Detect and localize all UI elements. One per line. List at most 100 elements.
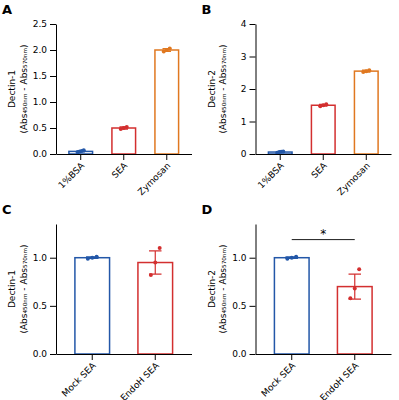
panel-title: A (2, 2, 12, 17)
bar (274, 258, 309, 354)
data-point (285, 257, 289, 261)
x-axis: 1%BSASEAZymosan (56, 154, 192, 197)
y-tick: 0.0 (33, 349, 56, 359)
y-tick-mark (50, 24, 56, 25)
x-tick-label: SEA (309, 160, 329, 180)
data-point (149, 273, 153, 277)
data-point (168, 46, 172, 50)
panel: 0.0 0.5 1.0 Mock SEA EndoH SEA Dectin-1(Abs₄₅… (2, 202, 192, 400)
y-axis-line (56, 25, 57, 155)
y-tick-label: 1.0 (33, 253, 48, 263)
data-point (158, 246, 162, 250)
y-tick: 1 (241, 117, 256, 127)
y-tick-label: 1.0 (33, 97, 48, 107)
y-tick-mark (50, 154, 56, 155)
x-tick-mark (166, 154, 167, 160)
y-tick-label: 1.5 (33, 71, 47, 81)
y-tick-mark (50, 102, 56, 103)
y-tick-mark (50, 128, 56, 129)
x-tick: Mock SEA (60, 354, 99, 399)
y-tick-mark (250, 89, 256, 90)
x-axis: Mock SEA EndoH SEA (256, 354, 392, 400)
y-tick-mark (50, 258, 56, 259)
panel-title: C (2, 202, 12, 217)
plot-area (69, 46, 179, 154)
data-point (281, 149, 285, 153)
y-axis-line (56, 225, 57, 355)
significance-label: * (320, 227, 326, 241)
data-point (324, 102, 328, 106)
y-tick-label: 3 (241, 52, 247, 62)
y-tick-label: 0.0 (33, 349, 48, 359)
y-tick-mark (250, 154, 256, 155)
x-tick: 1%BSA (56, 154, 87, 191)
error-cap-top (349, 273, 361, 274)
panel-title: D (202, 202, 213, 217)
y-tick: 0.0 (232, 349, 255, 359)
x-tick: EndoH SEA (318, 354, 361, 400)
y-tick-label: 1.0 (232, 253, 247, 263)
y-axis-label-line: (Abs₄₅₀ₙₘ - Abs₅₇₀ₙₘ) (218, 244, 228, 333)
x-tick-mark (354, 354, 355, 360)
x-axis-line (256, 354, 392, 355)
x-tick: SEA (309, 154, 329, 180)
y-tick-label: 2.5 (33, 19, 47, 29)
y-axis: 01234 (241, 19, 256, 159)
y-tick-label: 0 (241, 149, 247, 159)
data-point (294, 255, 298, 259)
y-tick: 1.0 (33, 253, 56, 263)
y-tick-mark (50, 76, 56, 77)
y-tick-label: 0.0 (232, 349, 247, 359)
panel: 012341%BSASEAZymosanDectin-2(Abs₄₅₀ₙₘ - … (202, 2, 392, 197)
plot-area (75, 246, 173, 354)
y-tick: 1.0 (232, 253, 255, 263)
x-tick: Mock SEA (259, 354, 298, 399)
y-tick: 1.0 (33, 97, 56, 107)
data-point (357, 267, 361, 271)
bar (138, 263, 173, 354)
data-point (95, 255, 99, 259)
x-tick: SEA (110, 154, 130, 180)
x-tick-mark (291, 354, 292, 360)
data-point (353, 287, 357, 291)
y-tick-mark (250, 258, 256, 259)
y-axis-label-line: Dectin-2 (207, 70, 217, 108)
y-tick: 2.5 (33, 19, 56, 29)
y-tick: 0 (241, 149, 256, 159)
y-axis-line (256, 25, 257, 155)
y-axis-label-line: (Abs₄₅₀ₙₘ - Abs₅₇₀ₙₘ) (19, 244, 29, 333)
y-tick-label: 2.0 (33, 45, 48, 55)
x-axis: 1%BSASEAZymosan (256, 154, 392, 197)
x-tick-mark (155, 354, 156, 360)
x-tick-mark (92, 354, 93, 360)
y-tick-label: 2 (241, 84, 247, 94)
x-tick-label: SEA (110, 160, 130, 180)
x-tick-label: EndoH SEA (119, 360, 162, 400)
bar (155, 50, 179, 154)
y-axis: 0.0 0.5 1.0 (33, 225, 57, 360)
x-tick-label: EndoH SEA (318, 360, 361, 400)
x-tick-label: Mock SEA (259, 360, 298, 399)
y-tick-mark (250, 354, 256, 355)
y-axis-label-line: Dectin-1 (7, 270, 17, 308)
figure: 0.0 0.5 1.0 1.5 2.0 2.5 1%BSASEAZymosan Dectin-… (0, 0, 399, 400)
y-tick-label: 0.5 (232, 301, 246, 311)
y-tick-label: 0.5 (33, 123, 47, 133)
data-point (290, 256, 294, 260)
y-tick-label: 1 (241, 117, 247, 127)
bar (112, 128, 136, 154)
y-tick: 2 (241, 84, 256, 94)
y-tick: 0.5 (33, 301, 56, 311)
y-tick: 2.0 (33, 45, 56, 55)
y-axis-label: Dectin-2(Abs₄₅₀ₙₘ - Abs₅₇₀ₙₘ) (207, 44, 228, 133)
y-tick-mark (250, 57, 256, 58)
y-axis-label: Dectin-1(Abs₄₅₀ₙₘ - Abs₅₇₀ₙₘ) (7, 244, 28, 333)
plot-area (274, 255, 372, 354)
y-tick-mark (50, 306, 56, 307)
x-tick-mark (323, 154, 324, 160)
data-point (82, 148, 86, 152)
x-tick: EndoH SEA (119, 354, 162, 400)
y-tick-label: 0.0 (33, 149, 48, 159)
x-tick-label: 1%BSA (56, 160, 87, 191)
y-tick: 0.5 (33, 123, 56, 133)
